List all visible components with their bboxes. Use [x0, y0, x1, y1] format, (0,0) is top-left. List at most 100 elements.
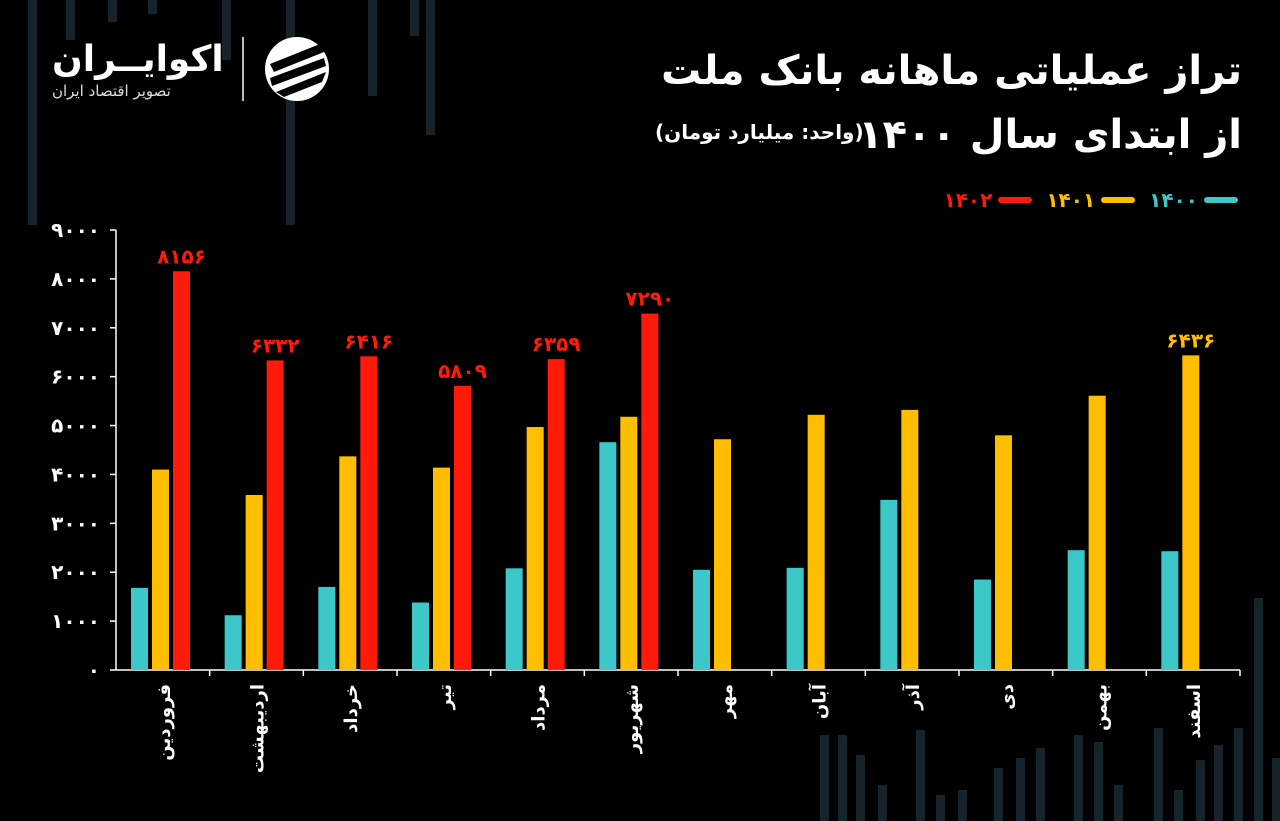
y-tick-label: ۵۰۰۰ — [51, 414, 100, 438]
x-tick-label: آبان — [808, 683, 831, 719]
bar-1401 — [901, 409, 919, 670]
legend-item-1402: ۱۴۰۲ — [944, 188, 1033, 212]
decor-bar — [838, 735, 847, 821]
decor-bar — [286, 0, 295, 225]
decor-bar — [1234, 728, 1243, 821]
y-tick-label: ۶۰۰۰ — [51, 365, 100, 389]
chart-subtitle: از ابتدای سال ۱۴۰۰ — [858, 112, 1242, 158]
x-tick-label: مهر — [716, 684, 737, 719]
bar-1402 — [641, 313, 659, 670]
legend-swatch-1401 — [1101, 197, 1136, 203]
y-tick-label: ۲۰۰۰ — [51, 560, 100, 584]
x-tick-label: مرداد — [529, 684, 550, 731]
decor-bar — [1174, 790, 1183, 821]
bar-1400 — [786, 567, 804, 670]
chart-title: تراز عملیاتی ماهانه بانک ملت — [661, 48, 1242, 94]
bar-1400 — [599, 442, 617, 670]
bar-1400 — [224, 615, 242, 670]
decor-bar — [1036, 748, 1045, 821]
x-tick-label: بهمن — [1091, 684, 1112, 731]
brand-separator — [241, 37, 244, 101]
bar-1401 — [995, 435, 1012, 670]
bar-1401 — [714, 439, 731, 670]
brand-tagline: تصویر اقتصاد ایران — [52, 81, 171, 100]
x-tick-label: شهریور — [622, 684, 643, 754]
bar-1400 — [131, 587, 148, 670]
bar-1401 — [807, 414, 825, 670]
x-tick-label: خرداد — [341, 684, 362, 733]
decor-bar — [916, 730, 925, 821]
decor-bar — [108, 0, 117, 22]
decor-bar — [1016, 758, 1025, 821]
bar-1401 — [526, 427, 544, 670]
y-tick-label: ۱۰۰۰ — [51, 609, 100, 633]
data-label: ۵۸۰۹ — [438, 359, 487, 383]
x-tick-label: اسفند — [1184, 684, 1205, 739]
legend-item-1401: ۱۴۰۱ — [1046, 188, 1136, 212]
data-label: ۶۳۵۹ — [532, 332, 581, 356]
bar-1401 — [620, 416, 638, 670]
y-tick-label: ۷۰۰۰ — [51, 316, 100, 340]
decor-bar — [1074, 735, 1083, 821]
bar-1400 — [412, 602, 429, 670]
bar-1402 — [266, 360, 284, 670]
bar-1400 — [505, 568, 523, 670]
bar-1401 — [1088, 395, 1106, 670]
x-tick-label: دی — [997, 684, 1018, 710]
bar-1401 — [339, 456, 357, 670]
decor-bar — [368, 0, 377, 96]
bar-1402 — [360, 356, 378, 670]
bar-1401 — [1182, 355, 1200, 670]
decor-bar — [1254, 598, 1263, 821]
legend: ۱۴۰۰ ۱۴۰۱ ۱۴۰۲ — [944, 188, 1238, 212]
x-tick-label: اردیبهشت — [248, 684, 269, 773]
legend-swatch-1400 — [1204, 197, 1238, 203]
decor-bar — [1196, 760, 1205, 821]
data-label: ۸۱۵۶ — [157, 244, 206, 268]
bar-1400 — [1067, 550, 1085, 670]
x-tick-label: آذر — [901, 683, 924, 711]
legend-label-1402: ۱۴۰۲ — [943, 188, 993, 212]
brand-logo: اکوایــران تصویر اقتصاد ایران — [52, 34, 332, 104]
decor-bar — [1094, 742, 1103, 821]
bar-1402 — [454, 386, 471, 670]
unit-label: (واحد: میلیارد تومان) — [655, 120, 864, 144]
legend-swatch-1402 — [998, 197, 1033, 203]
x-tick-label: فروردین — [154, 684, 175, 761]
decor-bar — [222, 0, 231, 60]
bar-1402 — [173, 271, 190, 670]
decor-bar — [856, 755, 865, 821]
brand-mark-icon — [264, 37, 329, 101]
legend-label-1401: ۱۴۰۱ — [1046, 188, 1096, 212]
decor-bar — [878, 785, 887, 821]
bar-1400 — [974, 579, 991, 670]
legend-item-1400: ۱۴۰۰ — [1149, 188, 1238, 212]
data-label: ۶۳۳۲ — [251, 333, 300, 357]
x-tick-label: تیر — [435, 684, 456, 710]
decor-bar — [1114, 785, 1123, 821]
bar-1400 — [880, 499, 898, 670]
decor-bar — [936, 795, 945, 821]
y-tick-label: ۸۰۰۰ — [51, 267, 100, 291]
data-label: ۶۴۳۶ — [1166, 328, 1215, 352]
decor-bar — [820, 735, 829, 821]
y-tick-label: ۳۰۰۰ — [51, 511, 100, 535]
decor-bar — [958, 790, 967, 821]
bar-1400 — [1161, 551, 1179, 670]
decor-bar — [426, 0, 435, 135]
data-label: ۷۲۹۰ — [625, 287, 674, 311]
decor-bar — [66, 0, 75, 40]
decor-bar — [410, 0, 419, 36]
brand-name: اکوایــران — [52, 38, 224, 80]
bar-1400 — [693, 569, 710, 670]
decor-bar — [1214, 745, 1223, 821]
decor-bar — [148, 0, 157, 14]
data-label: ۶۴۱۶ — [344, 329, 393, 353]
bar-1400 — [318, 586, 336, 670]
y-tick-label: ۹۰۰۰ — [51, 218, 100, 242]
decor-bar — [1272, 758, 1280, 821]
decor-bar — [1154, 728, 1163, 821]
bar-1401 — [433, 467, 450, 670]
